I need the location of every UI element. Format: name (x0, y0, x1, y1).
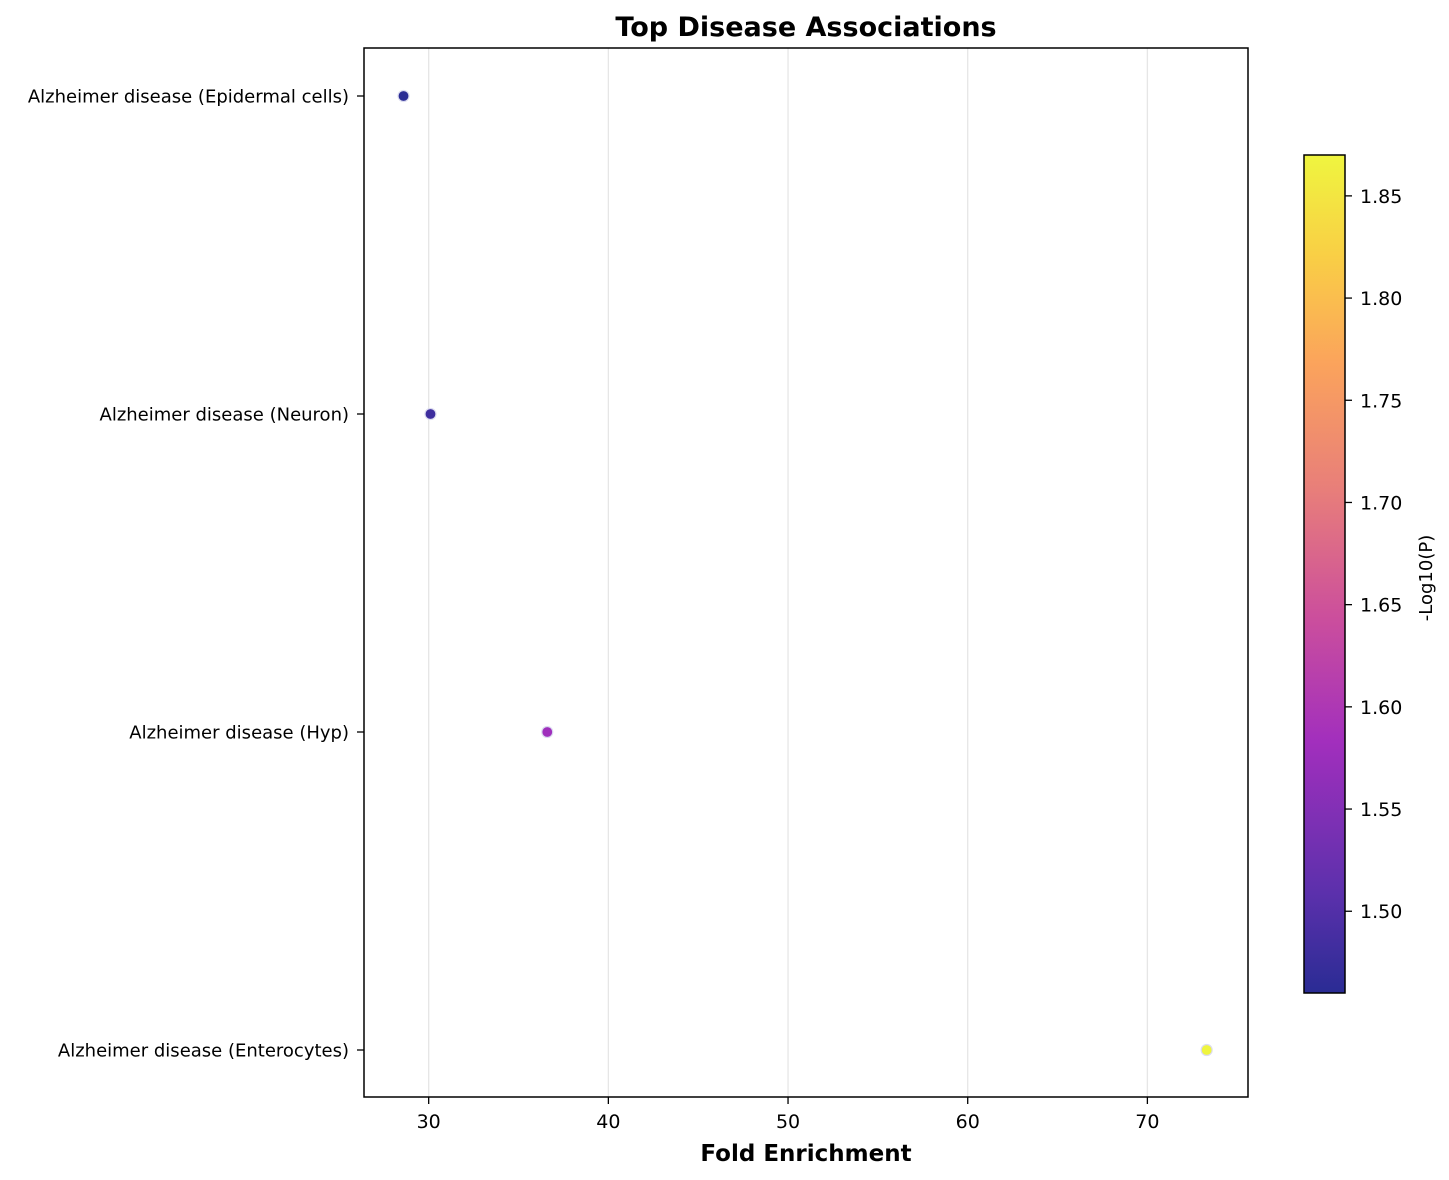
colorbar-tick-label: 1.75 (1360, 390, 1402, 412)
x-tick-label: 50 (776, 1111, 800, 1133)
chart-title: Top Disease Associations (615, 12, 996, 43)
colorbar-tick-label: 1.65 (1360, 595, 1402, 617)
x-axis-label: Fold Enrichment (700, 1141, 911, 1167)
colorbar-gradient (1303, 154, 1346, 994)
y-tick-label: Alzheimer disease (Enterocytes) (58, 1041, 349, 1062)
colorbar-tick-label: 1.70 (1360, 492, 1402, 514)
y-tick-label: Alzheimer disease (Hyp) (129, 723, 349, 744)
colorbar-label: -Log10(P) (1416, 535, 1437, 621)
colorbar-tick-label: 1.80 (1360, 288, 1402, 310)
y-axis-ticks: Alzheimer disease (Epidermal cells) Alzhe… (28, 87, 364, 1062)
data-points (397, 89, 1213, 1057)
x-axis-ticks: 30 40 50 60 70 (417, 1097, 1159, 1133)
x-tick-label: 60 (956, 1111, 980, 1133)
data-point (397, 89, 410, 103)
x-tick-label: 70 (1135, 1111, 1159, 1133)
colorbar: 1.50 1.55 1.60 1.65 1.70 1.75 1.80 1.85 -Log10(… (1303, 154, 1437, 994)
x-tick-label: 40 (596, 1111, 620, 1133)
colorbar-tick-label: 1.60 (1360, 697, 1402, 719)
colorbar-ticks: 1.50 1.55 1.60 1.65 1.70 1.75 1.80 1.85 (1345, 186, 1402, 923)
y-tick-label: Alzheimer disease (Epidermal cells) (28, 87, 349, 108)
x-gridlines (428, 48, 1149, 1097)
data-point (541, 725, 554, 739)
y-tick-label: Alzheimer disease (Neuron) (100, 405, 349, 426)
data-point (1200, 1043, 1213, 1057)
x-tick-label: 30 (417, 1111, 441, 1133)
colorbar-tick-label: 1.85 (1360, 186, 1402, 208)
data-point (424, 407, 437, 421)
colorbar-tick-label: 1.50 (1360, 901, 1402, 923)
colorbar-tick-label: 1.55 (1360, 799, 1402, 821)
plot-area (363, 47, 1249, 1098)
